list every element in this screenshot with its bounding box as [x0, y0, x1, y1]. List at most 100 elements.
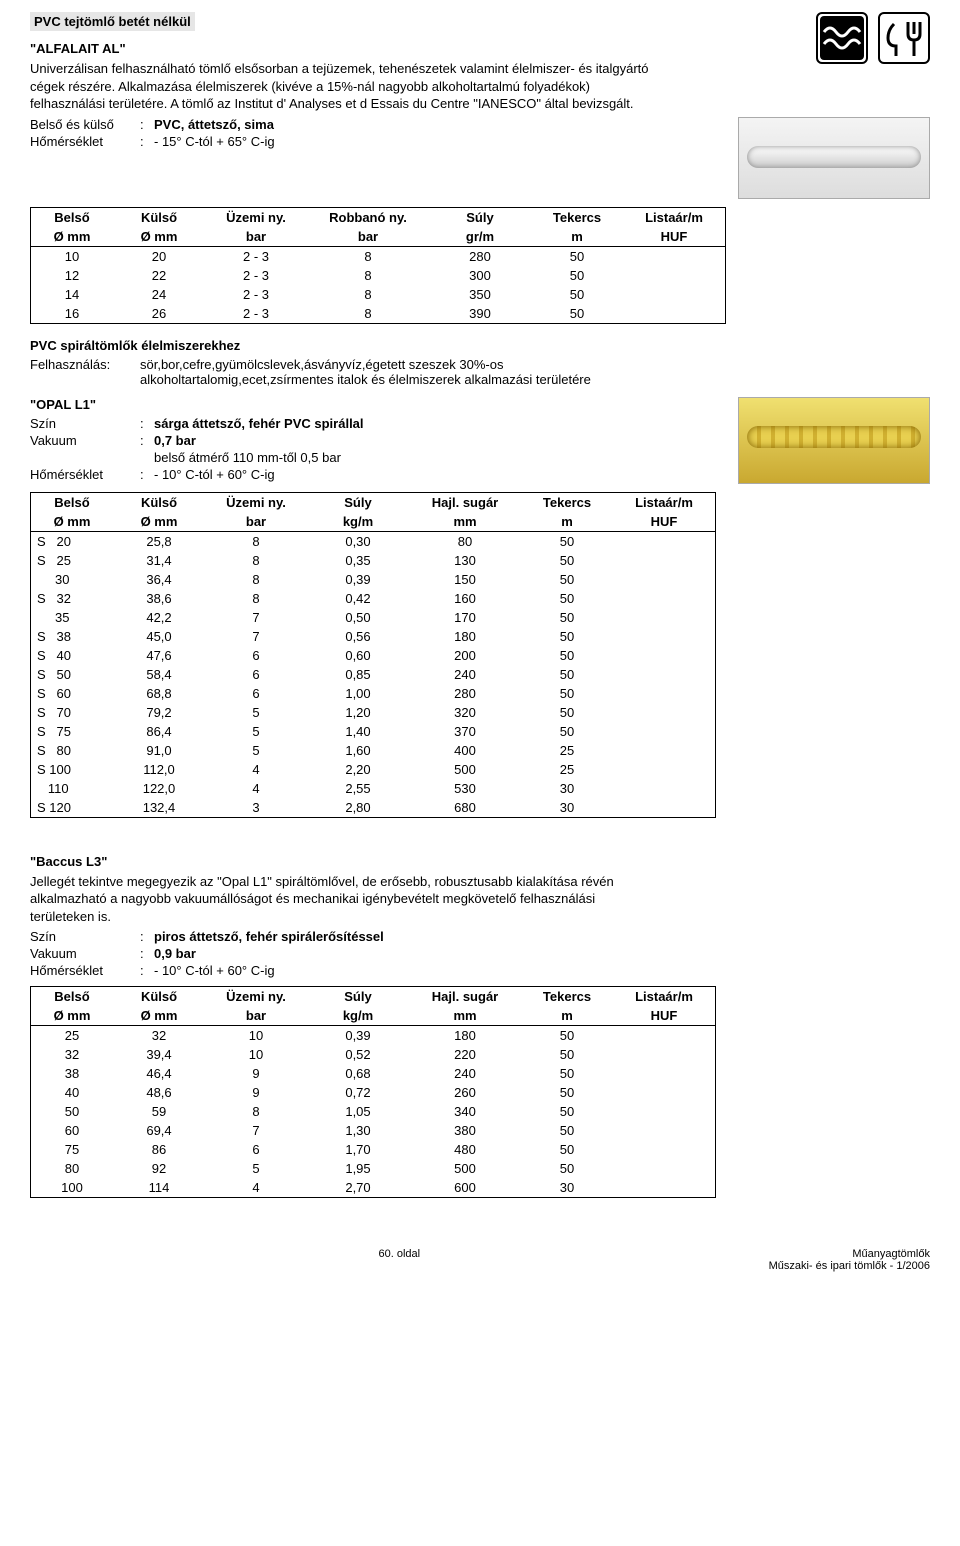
table-cell: 122,0: [113, 779, 205, 798]
table-cell: 8: [307, 285, 429, 304]
col-subheader: bar: [205, 1006, 307, 1026]
spec-sep: [140, 450, 154, 465]
table-cell: [613, 551, 716, 570]
spec-sep: :: [140, 963, 154, 978]
col-subheader: m: [521, 512, 613, 532]
col-subheader: HUF: [613, 1006, 716, 1026]
col-header: Súly: [429, 207, 531, 227]
table-cell: 50: [521, 1102, 613, 1121]
table-cell: 114: [113, 1178, 205, 1198]
usage-label: Felhasználás:: [30, 357, 140, 387]
table-cell: [613, 1121, 716, 1140]
col-subheader: m: [521, 1006, 613, 1026]
col-header: Hajl. sugár: [409, 492, 521, 512]
table-cell: 2 - 3: [205, 304, 307, 324]
table-cell: 24: [113, 285, 205, 304]
table-cell: 132,4: [113, 798, 205, 818]
table-cell: [613, 1045, 716, 1064]
table-cell: S 120: [31, 798, 114, 818]
spec-value: piros áttetsző, fehér spirálerősítéssel: [154, 929, 384, 944]
table-row: S 3238,680,4216050: [31, 589, 716, 608]
col-subheader: mm: [409, 512, 521, 532]
table-cell: 380: [409, 1121, 521, 1140]
table-cell: 69,4: [113, 1121, 205, 1140]
col-header: Listaár/m: [613, 987, 716, 1007]
table-cell: 50: [521, 627, 613, 646]
table-cell: 6: [205, 684, 307, 703]
table-cell: S 20: [31, 531, 114, 551]
table-cell: 8: [205, 1102, 307, 1121]
table-row: 6069,471,3038050: [31, 1121, 716, 1140]
spec-key: Hőmérséklet: [30, 963, 140, 978]
table-cell: 4: [205, 779, 307, 798]
col-header: Listaár/m: [623, 207, 726, 227]
col-subheader: Ø mm: [31, 227, 114, 247]
table-cell: 10: [31, 246, 114, 266]
col-header: Külső: [113, 987, 205, 1007]
table-cell: 1,30: [307, 1121, 409, 1140]
table-cell: 8: [307, 246, 429, 266]
col-header: Súly: [307, 492, 409, 512]
spec-row: Belső és külső:PVC, áttetsző, sima: [30, 117, 728, 132]
table-cell: 60: [31, 1121, 114, 1140]
table-cell: 30: [521, 1178, 613, 1198]
table-cell: 9: [205, 1064, 307, 1083]
table-cell: 50: [521, 1121, 613, 1140]
table-row: S 7586,451,4037050: [31, 722, 716, 741]
table-cell: 0,35: [307, 551, 409, 570]
table-cell: 0,42: [307, 589, 409, 608]
table-cell: 1,40: [307, 722, 409, 741]
table-cell: 170: [409, 608, 521, 627]
table-cell: 25: [521, 760, 613, 779]
table-cell: 2 - 3: [205, 246, 307, 266]
wave-icon: [816, 12, 868, 64]
spec-value: sárga áttetsző, fehér PVC spirállal: [154, 416, 364, 431]
table-cell: 50: [521, 589, 613, 608]
table-cell: 39,4: [113, 1045, 205, 1064]
table-cell: S 50: [31, 665, 114, 684]
col-subheader: Ø mm: [113, 1006, 205, 1026]
footer-right1: Műanyagtömlők: [852, 1248, 930, 1260]
spec-sep: :: [140, 929, 154, 944]
col-subheader: m: [531, 227, 623, 247]
table-cell: 280: [409, 684, 521, 703]
food-safe-icon: [878, 12, 930, 64]
section1-description: Univerzálisan felhasználható tömlő elsős…: [30, 60, 660, 113]
col-header: Tekercs: [521, 987, 613, 1007]
table-cell: 40: [31, 1083, 114, 1102]
col-subheader: bar: [307, 227, 429, 247]
col-header: Belső: [31, 987, 114, 1007]
table-row: 4048,690,7226050: [31, 1083, 716, 1102]
table-cell: 2,20: [307, 760, 409, 779]
table-row: 110122,042,5553030: [31, 779, 716, 798]
table-cell: 10: [205, 1026, 307, 1046]
table-cell: 80: [409, 531, 521, 551]
spec-key: Hőmérséklet: [30, 134, 140, 149]
table-row: 10011442,7060030: [31, 1178, 716, 1198]
table-cell: S 80: [31, 741, 114, 760]
table-cell: [613, 589, 716, 608]
table-cell: 0,68: [307, 1064, 409, 1083]
spec-row: belső átmérő 110 mm-től 0,5 bar: [30, 450, 728, 465]
page-footer: 60. oldal Műanyagtömlők Műszaki- és ipar…: [30, 1248, 930, 1272]
table-cell: 8: [205, 531, 307, 551]
spec-key: Szín: [30, 416, 140, 431]
table-cell: 110: [31, 779, 114, 798]
table-cell: 45,0: [113, 627, 205, 646]
spec-key: Vakuum: [30, 433, 140, 448]
col-header: Robbanó ny.: [307, 207, 429, 227]
table-cell: 50: [521, 646, 613, 665]
table-cell: 1,05: [307, 1102, 409, 1121]
table-cell: 50: [521, 722, 613, 741]
table-cell: [613, 1102, 716, 1121]
table-cell: 86,4: [113, 722, 205, 741]
table-cell: 600: [409, 1178, 521, 1198]
table-cell: 12: [31, 266, 114, 285]
table-cell: [613, 779, 716, 798]
spec-value: 0,9 bar: [154, 946, 196, 961]
table-cell: 260: [409, 1083, 521, 1102]
table-cell: 240: [409, 1064, 521, 1083]
table-cell: [623, 246, 726, 266]
spec-key: Szín: [30, 929, 140, 944]
table-row: S 7079,251,2032050: [31, 703, 716, 722]
